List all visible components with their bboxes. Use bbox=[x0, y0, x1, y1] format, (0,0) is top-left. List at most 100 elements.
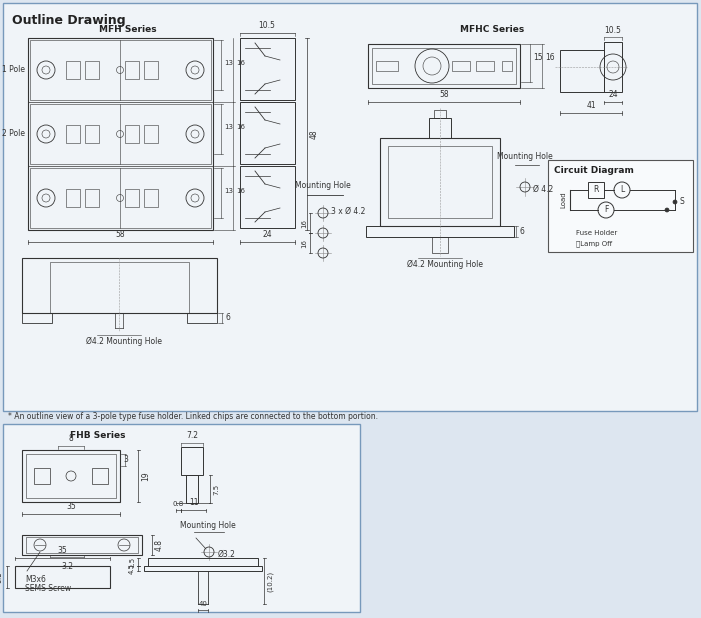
Text: Ø4.2 Mounting Hole: Ø4.2 Mounting Hole bbox=[86, 337, 162, 346]
Circle shape bbox=[673, 200, 677, 204]
Bar bbox=[502, 61, 512, 71]
Text: 58: 58 bbox=[116, 230, 125, 239]
Bar bbox=[22, 450, 120, 502]
Bar bbox=[604, 42, 622, 92]
Bar bbox=[380, 138, 500, 226]
Bar bbox=[66, 125, 80, 143]
Bar bbox=[240, 38, 295, 100]
Text: 8: 8 bbox=[69, 434, 74, 443]
Bar bbox=[366, 226, 514, 237]
Bar bbox=[240, 102, 295, 164]
Text: 6: 6 bbox=[520, 227, 525, 235]
Bar bbox=[66, 189, 80, 207]
Bar bbox=[376, 61, 398, 71]
Bar bbox=[476, 61, 494, 71]
Text: 11: 11 bbox=[189, 498, 198, 507]
Text: 16: 16 bbox=[236, 188, 245, 194]
Text: 16: 16 bbox=[301, 239, 307, 247]
Text: 1.5: 1.5 bbox=[129, 556, 135, 567]
Text: MFH Series: MFH Series bbox=[99, 25, 157, 35]
Bar bbox=[85, 125, 99, 143]
Text: 3 x Ø 4.2: 3 x Ø 4.2 bbox=[331, 206, 365, 216]
Bar bbox=[125, 189, 139, 207]
Text: 6: 6 bbox=[225, 313, 230, 323]
Bar bbox=[388, 146, 492, 218]
Text: Mounting Hole: Mounting Hole bbox=[497, 152, 553, 161]
Text: 0.8: 0.8 bbox=[173, 501, 184, 507]
Text: 1 Pole: 1 Pole bbox=[2, 66, 25, 75]
Text: 4.5: 4.5 bbox=[129, 563, 135, 574]
Text: Load: Load bbox=[560, 192, 566, 208]
Bar bbox=[452, 61, 470, 71]
Text: 3: 3 bbox=[123, 455, 128, 465]
Text: * An outline view of a 3-pole type fuse holder. Linked chips are connected to th: * An outline view of a 3-pole type fuse … bbox=[8, 412, 378, 421]
Bar bbox=[30, 40, 211, 100]
Bar bbox=[85, 61, 99, 79]
Text: 16: 16 bbox=[301, 219, 307, 227]
Text: 7.2: 7.2 bbox=[186, 431, 198, 440]
Bar bbox=[560, 50, 604, 92]
Text: 2 Pole: 2 Pole bbox=[2, 130, 25, 138]
Text: 15: 15 bbox=[533, 54, 543, 62]
Text: 48: 48 bbox=[310, 129, 319, 139]
Bar bbox=[92, 468, 108, 484]
Text: ⓁLamp Off: ⓁLamp Off bbox=[576, 240, 612, 247]
Text: 24: 24 bbox=[608, 90, 618, 99]
Bar bbox=[34, 468, 50, 484]
Text: Circuit Diagram: Circuit Diagram bbox=[554, 166, 634, 175]
Text: 10.5: 10.5 bbox=[604, 26, 622, 35]
Bar bbox=[144, 61, 158, 79]
Circle shape bbox=[665, 208, 669, 212]
Bar bbox=[432, 237, 448, 253]
Text: Mounting Hole: Mounting Hole bbox=[180, 521, 236, 530]
Bar bbox=[434, 110, 446, 118]
Bar bbox=[181, 447, 203, 475]
Text: Fuse Holder: Fuse Holder bbox=[576, 230, 618, 236]
Bar bbox=[144, 566, 262, 571]
Bar bbox=[66, 61, 80, 79]
Text: S: S bbox=[679, 198, 683, 206]
Text: 4.8: 4.8 bbox=[155, 539, 164, 551]
Text: 10.5: 10.5 bbox=[259, 21, 275, 30]
Bar bbox=[85, 189, 99, 207]
Text: (10.2): (10.2) bbox=[267, 570, 273, 591]
Text: Outline Drawing: Outline Drawing bbox=[12, 14, 125, 27]
Bar bbox=[30, 168, 211, 228]
Bar bbox=[26, 454, 116, 498]
Bar bbox=[144, 125, 158, 143]
Bar bbox=[50, 262, 189, 313]
Bar bbox=[28, 38, 213, 230]
Text: FHB Series: FHB Series bbox=[70, 431, 125, 441]
Text: SEMS Screw: SEMS Screw bbox=[25, 584, 71, 593]
Bar bbox=[22, 258, 217, 313]
Bar bbox=[368, 44, 520, 88]
Text: 19: 19 bbox=[141, 471, 150, 481]
Text: 3.2: 3.2 bbox=[61, 562, 73, 571]
Text: 13: 13 bbox=[224, 124, 233, 130]
Text: 41: 41 bbox=[586, 101, 596, 110]
Text: 35: 35 bbox=[57, 546, 67, 555]
Text: Ø3.2: Ø3.2 bbox=[218, 549, 236, 559]
Text: R: R bbox=[593, 185, 599, 195]
Bar bbox=[22, 313, 52, 323]
Text: 7.5: 7.5 bbox=[213, 483, 219, 494]
Bar bbox=[144, 189, 158, 207]
Text: Ø 4.2: Ø 4.2 bbox=[533, 185, 553, 193]
Text: 16: 16 bbox=[236, 124, 245, 130]
Bar bbox=[3, 424, 360, 612]
Text: 16: 16 bbox=[236, 60, 245, 66]
Text: 9.5: 9.5 bbox=[0, 571, 4, 583]
Bar bbox=[429, 118, 451, 138]
Bar bbox=[125, 61, 139, 79]
Text: Ø4.2 Mounting Hole: Ø4.2 Mounting Hole bbox=[407, 260, 483, 269]
Bar bbox=[548, 160, 693, 252]
Text: 13: 13 bbox=[224, 188, 233, 194]
Text: 24: 24 bbox=[263, 230, 272, 239]
Text: Mounting Hole: Mounting Hole bbox=[295, 181, 351, 190]
Bar bbox=[588, 182, 604, 198]
Bar bbox=[240, 166, 295, 228]
Bar bbox=[22, 535, 142, 555]
Text: MFHC Series: MFHC Series bbox=[460, 25, 524, 35]
Bar bbox=[372, 48, 516, 84]
Bar bbox=[125, 125, 139, 143]
